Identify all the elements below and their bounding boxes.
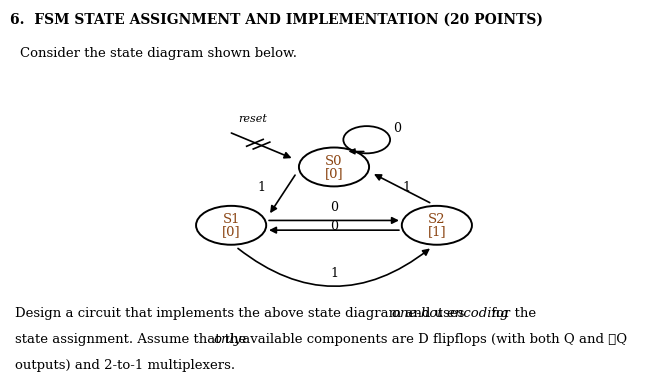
- Text: 1: 1: [330, 267, 338, 280]
- Text: S0: S0: [325, 155, 343, 168]
- Text: 0: 0: [330, 201, 338, 214]
- Text: [0]: [0]: [325, 167, 343, 180]
- Text: 0: 0: [330, 220, 338, 233]
- Text: only: only: [213, 333, 241, 346]
- Text: outputs) and 2-to-1 multiplexers.: outputs) and 2-to-1 multiplexers.: [15, 359, 235, 372]
- Text: 0: 0: [393, 122, 401, 135]
- Text: Design a circuit that implements the above state diagram and uses: Design a circuit that implements the abo…: [15, 307, 468, 319]
- Text: one-hot encoding: one-hot encoding: [392, 307, 508, 319]
- Text: available components are D flipflops (with both Q and ͞Q: available components are D flipflops (wi…: [238, 333, 628, 346]
- Text: S2: S2: [428, 213, 446, 226]
- Text: reset: reset: [238, 114, 267, 124]
- Text: S1: S1: [222, 213, 240, 226]
- Text: 6.  FSM STATE ASSIGNMENT AND IMPLEMENTATION (20 POINTS): 6. FSM STATE ASSIGNMENT AND IMPLEMENTATI…: [10, 13, 543, 27]
- Text: Consider the state diagram shown below.: Consider the state diagram shown below.: [20, 47, 297, 60]
- Text: [0]: [0]: [222, 225, 240, 238]
- Text: state assignment. Assume that the: state assignment. Assume that the: [15, 333, 250, 346]
- Text: 1: 1: [403, 181, 410, 194]
- Text: for the: for the: [487, 307, 536, 319]
- Text: [1]: [1]: [428, 225, 446, 238]
- Text: 1: 1: [258, 181, 265, 194]
